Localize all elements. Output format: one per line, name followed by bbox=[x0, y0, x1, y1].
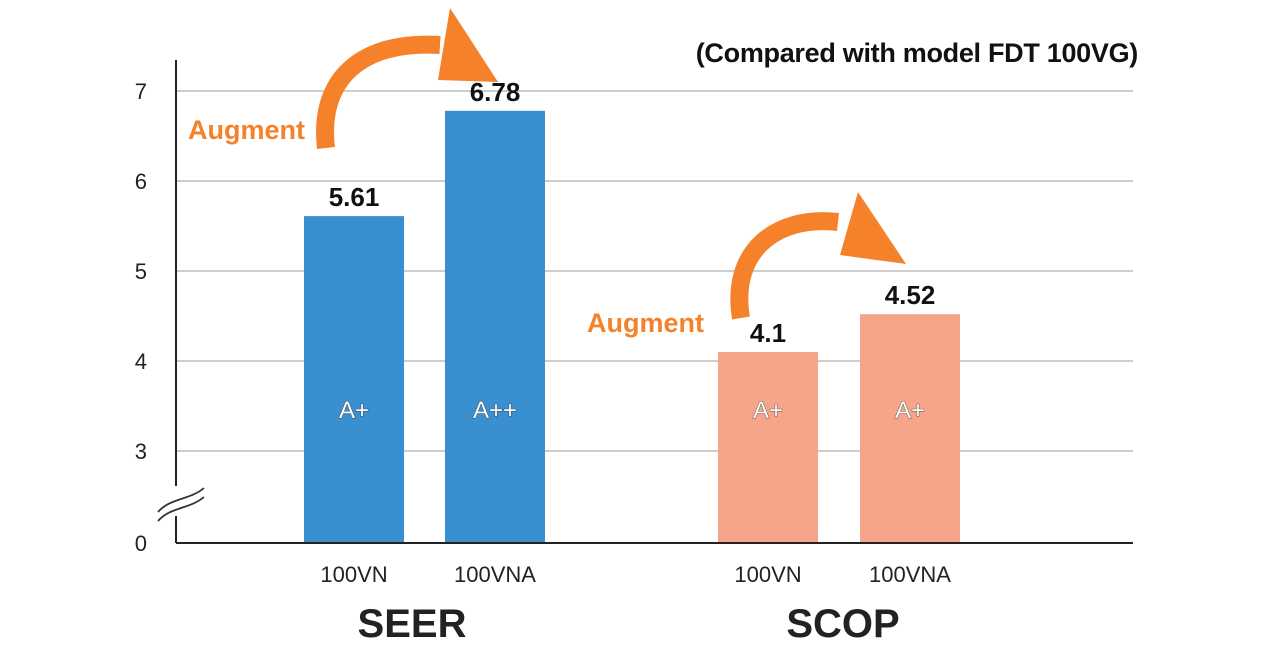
grade-label: A+ bbox=[339, 397, 369, 424]
arrow-head bbox=[840, 192, 906, 264]
y-tick-label: 7 bbox=[135, 79, 147, 104]
value-label: 4.52 bbox=[885, 280, 936, 310]
bar-scop-100vn bbox=[718, 352, 818, 543]
axes bbox=[157, 60, 1133, 544]
category-label: 100VNA bbox=[869, 562, 951, 587]
arrow-head bbox=[438, 8, 498, 82]
bar-scop-100vna bbox=[860, 314, 960, 543]
arrow-body bbox=[316, 35, 441, 150]
value-label: 4.1 bbox=[750, 318, 786, 348]
grade-label: A++ bbox=[473, 397, 517, 424]
group-title-seer: SEER bbox=[358, 602, 467, 646]
y-tick-label: 0 bbox=[135, 531, 147, 556]
arrow-body bbox=[730, 212, 839, 320]
comparison-note: (Compared with model FDT 100VG) bbox=[695, 38, 1139, 68]
y-tick-label: 3 bbox=[135, 439, 147, 464]
value-label: 5.61 bbox=[329, 182, 380, 212]
bar-seer-100vna bbox=[445, 110, 545, 544]
axis-break-icon bbox=[157, 486, 205, 522]
bar-seer-100vn bbox=[304, 216, 404, 543]
category-label: 100VNA bbox=[454, 562, 536, 587]
y-tick-label: 5 bbox=[135, 259, 147, 284]
category-label: 100VN bbox=[734, 562, 801, 587]
grade-label: A+ bbox=[895, 397, 925, 424]
y-tick-label: 4 bbox=[135, 349, 147, 374]
category-label: 100VN bbox=[320, 562, 387, 587]
augment-label-scop: Augment bbox=[587, 308, 704, 338]
y-tick-label: 6 bbox=[135, 169, 147, 194]
bars bbox=[304, 110, 960, 544]
axis-break-line bbox=[157, 487, 205, 513]
labels: 0345675.61A+100VN6.78A++100VNASEER4.1A+1… bbox=[135, 77, 952, 646]
augment-arrow-scop bbox=[730, 192, 906, 320]
group-title-scop: SCOP bbox=[786, 602, 899, 646]
grade-label: A+ bbox=[753, 397, 783, 424]
axis-break-line bbox=[157, 496, 205, 522]
augment-arrows bbox=[316, 8, 906, 320]
augment-arrow-seer bbox=[316, 8, 498, 150]
augment-label-seer: Augment bbox=[188, 115, 305, 145]
axis-break-gap bbox=[160, 486, 200, 516]
